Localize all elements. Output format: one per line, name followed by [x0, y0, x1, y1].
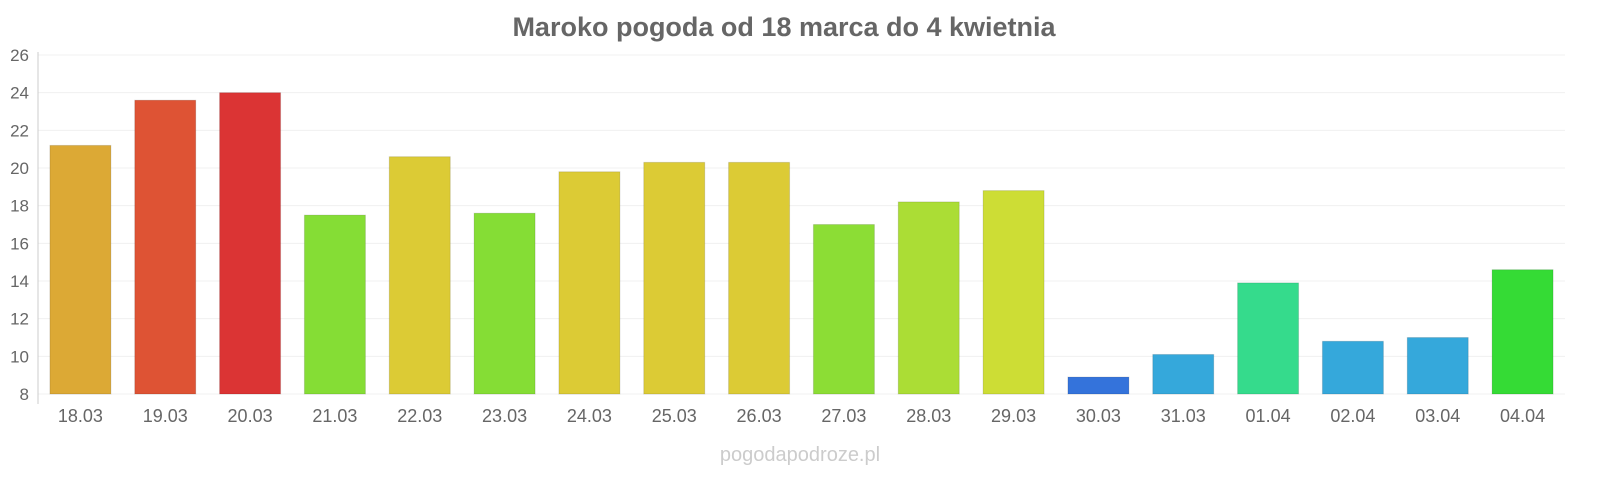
x-tick-label: 01.04	[1246, 406, 1291, 426]
bar-26.03	[728, 161, 791, 395]
bar-25.03	[643, 161, 706, 395]
x-tick-label: 03.04	[1415, 406, 1460, 426]
x-tick-label: 20.03	[228, 406, 273, 426]
x-tick-label: 19.03	[143, 406, 188, 426]
bar-03.04	[1406, 337, 1469, 395]
bar-02.04	[1321, 340, 1384, 395]
y-tick-label: 26	[10, 46, 29, 65]
x-tick-label: 25.03	[652, 406, 697, 426]
x-tick-label: 31.03	[1161, 406, 1206, 426]
x-tick-label: 04.04	[1500, 406, 1545, 426]
x-tick-label: 24.03	[567, 406, 612, 426]
x-tick-label: 26.03	[737, 406, 782, 426]
y-tick-label: 14	[10, 272, 29, 291]
bar-20.03	[219, 92, 282, 395]
bar-27.03	[812, 224, 875, 395]
y-tick-label: 10	[10, 347, 29, 366]
x-tick-label: 22.03	[397, 406, 442, 426]
bar-30.03	[1067, 376, 1130, 395]
y-tick-label: 22	[10, 121, 29, 140]
x-tick-label: 23.03	[482, 406, 527, 426]
x-tick-label: 27.03	[821, 406, 866, 426]
bar-01.04	[1237, 282, 1300, 395]
y-tick-label: 24	[10, 84, 29, 103]
bar-23.03	[473, 212, 536, 395]
x-tick-label: 18.03	[58, 406, 103, 426]
bar-28.03	[897, 201, 960, 395]
bar-22.03	[388, 156, 451, 395]
bar-24.03	[558, 171, 621, 395]
bar-19.03	[134, 99, 197, 395]
x-tick-label: 29.03	[991, 406, 1036, 426]
y-tick-label: 18	[10, 197, 29, 216]
bar-18.03	[49, 144, 112, 395]
y-tick-label: 12	[10, 310, 29, 329]
y-tick-label: 16	[10, 234, 29, 253]
watermark: pogodapodroze.pl	[720, 444, 880, 466]
x-tick-label: 30.03	[1076, 406, 1121, 426]
x-tick-label: 28.03	[906, 406, 951, 426]
bar-29.03	[982, 190, 1045, 395]
bar-04.04	[1491, 269, 1554, 395]
bar-31.03	[1152, 353, 1215, 395]
y-tick-label: 8	[20, 385, 29, 404]
y-tick-label: 20	[10, 159, 29, 178]
x-tick-label: 02.04	[1330, 406, 1375, 426]
chart-title: Maroko pogoda od 18 marca do 4 kwietnia	[512, 12, 1056, 42]
bar-21.03	[303, 214, 366, 395]
x-tick-label: 21.03	[312, 406, 357, 426]
